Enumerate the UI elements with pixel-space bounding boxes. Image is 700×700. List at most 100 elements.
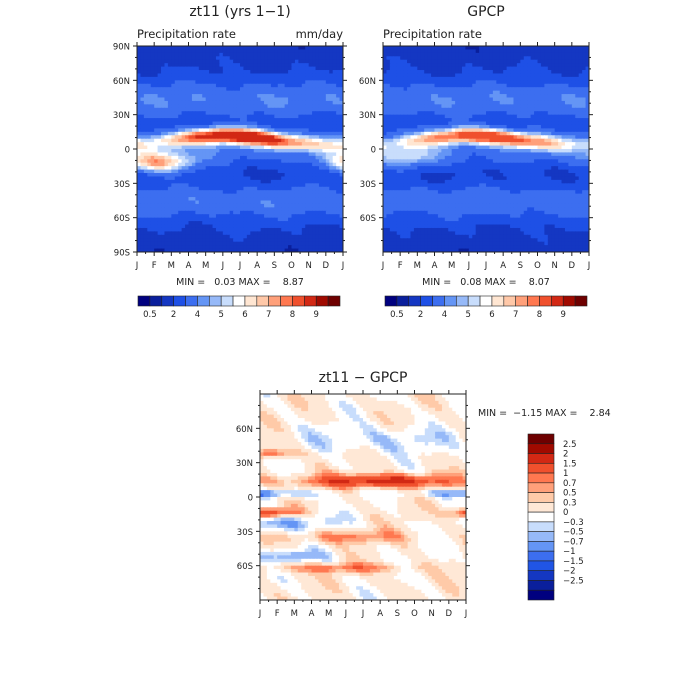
field-cell [339,159,343,164]
field-cell [143,190,148,195]
field-cell [267,231,272,236]
field-cell [322,173,327,178]
field-cell [322,200,327,205]
field-cell [147,183,152,188]
field-cell [257,97,262,102]
field-cell [161,190,166,195]
field-cell [267,245,272,250]
field-cell [270,118,275,123]
field-cell [339,176,343,181]
field-cell [233,159,238,164]
field-cell [277,221,282,226]
field-cell [270,76,275,81]
field-cell [195,193,200,198]
field-cell [267,203,272,208]
field-cell [305,114,310,119]
field-cell [257,66,262,71]
field-cell [270,52,275,57]
field-cell [554,49,559,54]
field-cell [339,186,343,191]
field-cell [329,193,334,198]
field-cell [260,169,265,174]
field-cell [332,241,337,246]
field-cell [537,114,542,119]
field-cell [571,104,576,109]
field-cell [171,52,176,57]
field-cell [308,214,313,219]
field-cell [516,104,521,109]
field-cell [441,80,446,85]
field-cell [444,90,449,95]
field-cell [188,56,193,61]
field-cell [284,118,289,123]
field-cell [575,73,580,78]
field-cell [198,231,203,236]
field-cell [431,76,436,81]
field-cell [325,227,330,232]
field-cell [236,169,241,174]
x-tick-label: J [135,261,139,271]
field-cell [461,107,466,112]
field-cell [400,97,405,102]
field-cell [191,210,196,215]
field-cell [198,59,203,64]
field-cell [578,100,583,105]
field-cell [336,46,341,51]
field-cell [339,200,343,205]
field-cell [215,241,220,246]
x-tick-label: F [152,261,157,271]
field-cell [154,203,159,208]
field-cell [305,231,310,236]
field-cell [336,111,341,116]
colorbar-label: 6 [242,310,247,320]
field-cell [209,73,214,78]
field-cell [253,138,258,143]
field-cell [298,100,303,105]
field-cell [264,87,269,92]
field-cell [437,97,442,102]
field-cell [298,190,303,195]
field-cell [257,80,262,85]
field-cell [185,173,190,178]
field-cell [222,104,227,109]
field-cell [332,107,337,112]
field-cell [178,214,183,219]
field-cell [161,200,166,205]
field-cell [305,76,310,81]
field-cell [284,159,289,164]
field-cell [191,46,196,51]
field-cell [246,56,251,61]
field-cell [315,145,320,150]
field-cell [305,90,310,95]
field-cell [150,59,155,64]
field-cell [264,245,269,250]
field-cell [137,114,142,119]
field-cell [191,104,196,109]
field-cell [178,70,183,75]
field-cell [181,197,186,202]
field-cell [181,238,186,243]
field-cell [195,245,200,250]
field-cell [195,90,200,95]
field-cell [219,162,224,167]
field-cell [181,121,186,126]
field-cell [154,162,159,167]
field-cell [205,159,210,164]
field-cell [558,90,563,95]
field-cell [243,131,248,136]
field-cell [308,63,313,68]
field-cell [339,56,343,61]
field-cell [537,59,542,64]
field-cell [458,87,463,92]
field-cell [174,169,179,174]
field-cell [305,190,310,195]
field-cell [489,76,494,81]
field-cell [174,224,179,229]
field-cell [530,83,535,88]
field-cell [167,94,172,99]
field-cell [212,118,217,123]
field-cell [322,59,327,64]
field-cell [174,46,179,51]
field-cell [582,73,587,78]
field-cell [178,114,183,119]
